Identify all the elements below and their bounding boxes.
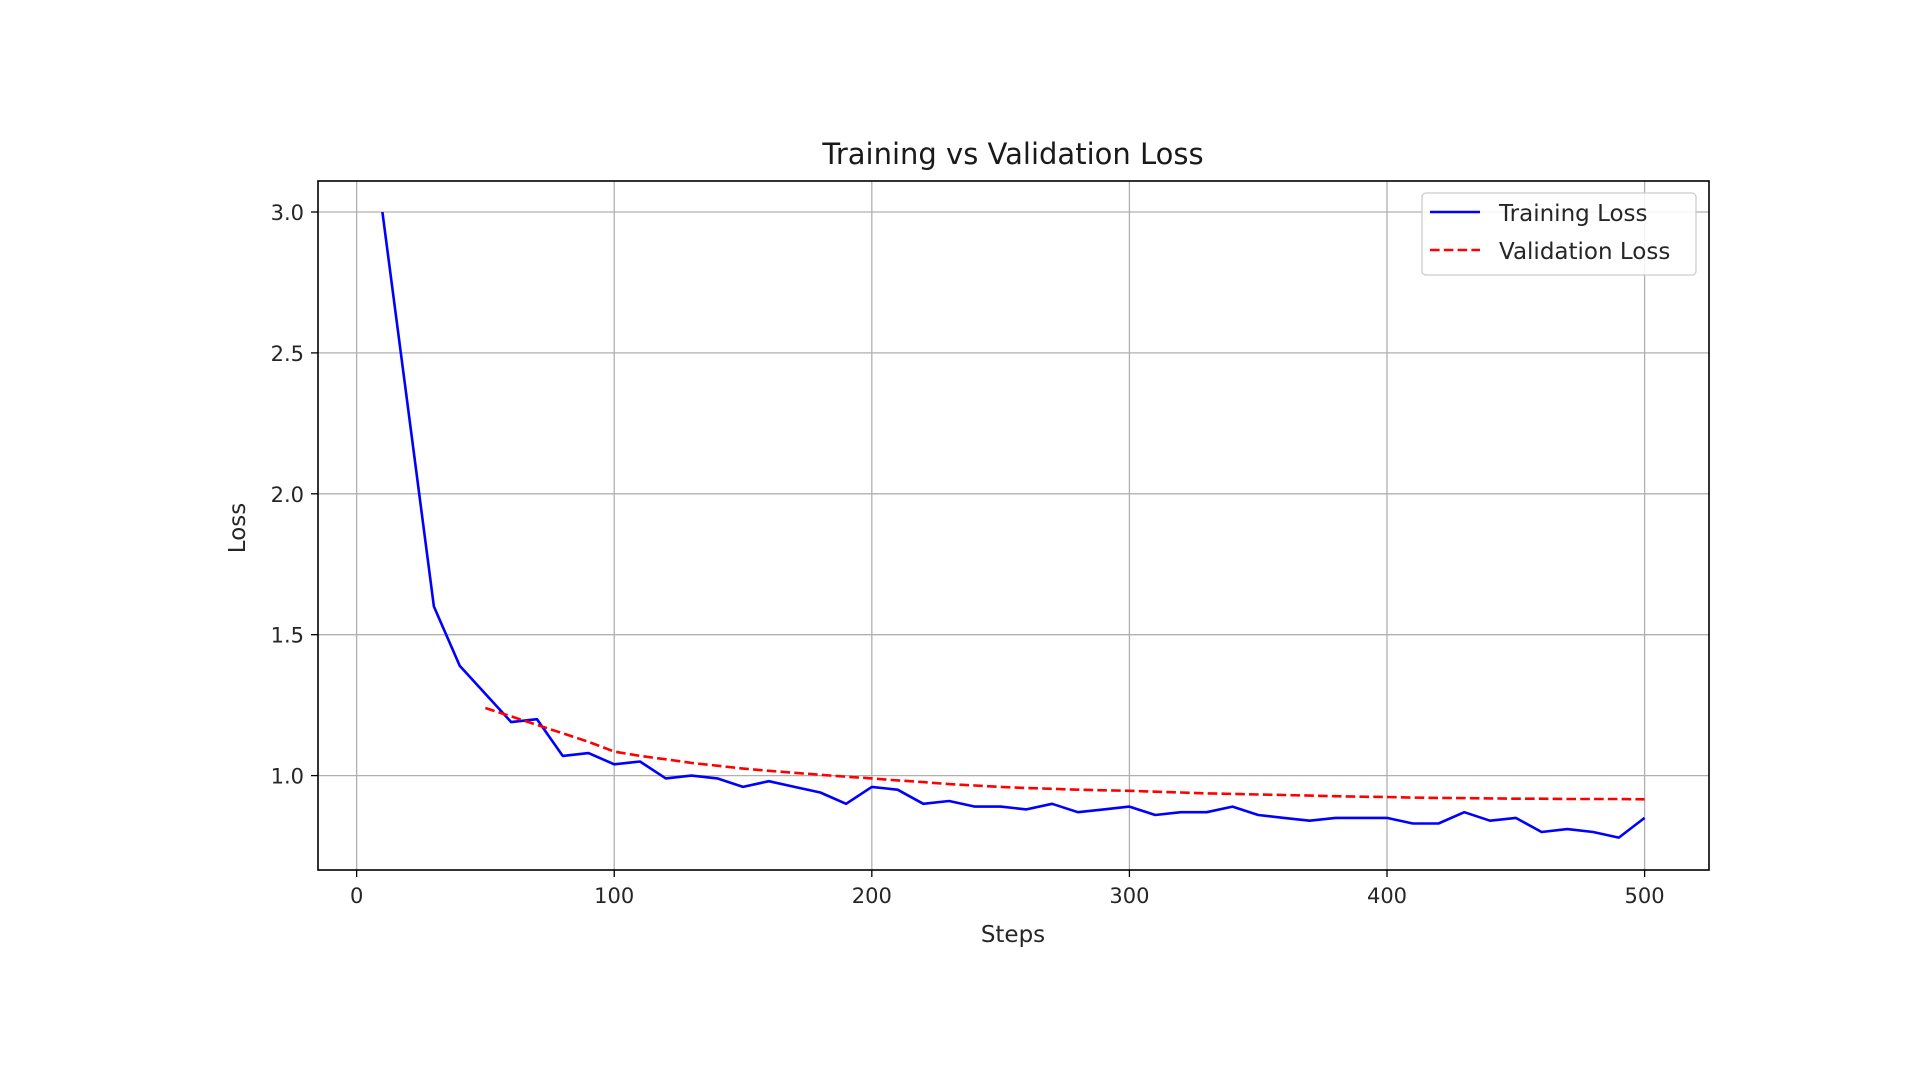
legend-box: [1421, 192, 1697, 276]
x-tick-label: 200: [852, 884, 892, 908]
y-tick-label: 1.0: [271, 765, 304, 789]
x-tick-label: 500: [1625, 884, 1665, 908]
series-layer: [381, 211, 1646, 839]
x-tick-label: 400: [1367, 884, 1407, 908]
y-tick-label: 3.0: [271, 201, 304, 225]
legend: Training Loss Validation Loss: [1421, 192, 1697, 276]
plot-frame: [317, 180, 1710, 871]
chart-title: Training vs Validation Loss: [821, 137, 1203, 171]
series-line-training: [381, 211, 1646, 839]
y-tick-label: 2.0: [271, 483, 304, 507]
y-tick-label: 1.5: [271, 624, 304, 648]
grid-layer: [318, 181, 1709, 870]
legend-label-validation: Validation Loss: [1499, 239, 1670, 265]
x-tick-label: 300: [1109, 884, 1149, 908]
series-line-validation: [484, 706, 1645, 801]
x-axis-label: Steps: [981, 922, 1045, 948]
tick-layer: 0 100 200 300 400 500 1.0 1.5 2.0 2.5 3.0: [271, 201, 1665, 908]
y-tick-label: 2.5: [271, 342, 304, 366]
y-axis-label: Loss: [225, 503, 251, 553]
legend-label-training: Training Loss: [1498, 201, 1648, 227]
x-tick-label: 100: [594, 884, 634, 908]
x-tick-label: 0: [350, 884, 363, 908]
